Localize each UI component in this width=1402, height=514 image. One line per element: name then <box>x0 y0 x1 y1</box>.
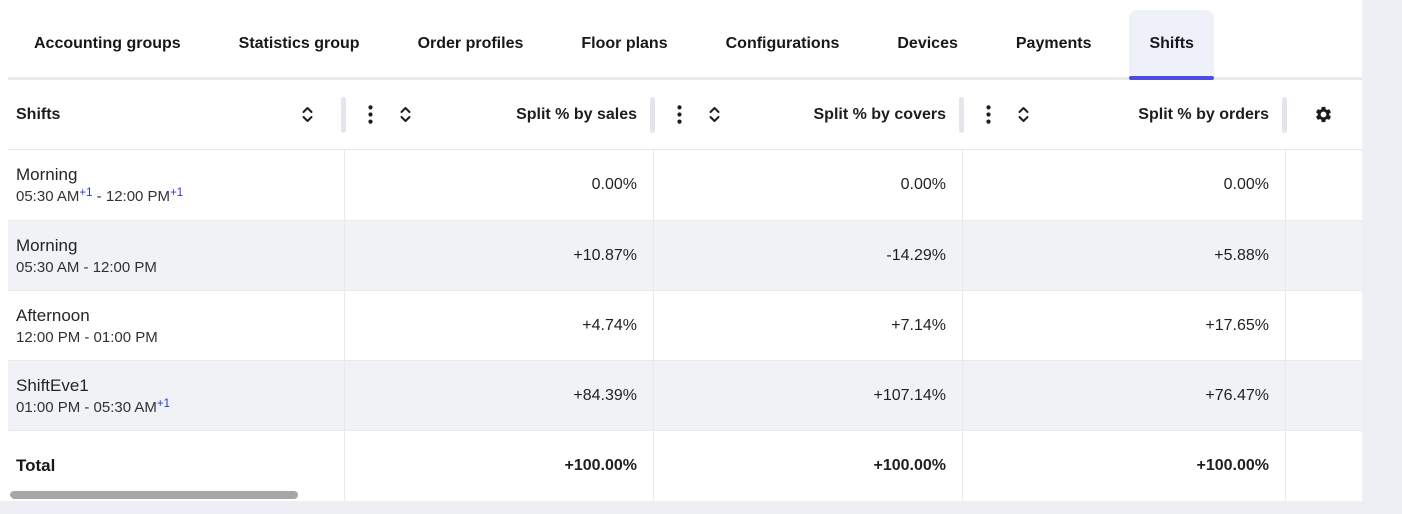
shift-cell: Morning 05:30 AM+1 - 12:00 PM+1 <box>8 150 344 220</box>
shift-time: 05:30 AM - 12:00 PM <box>16 258 157 276</box>
total-actions-cell <box>1285 431 1362 501</box>
tab-label: Shifts <box>1149 34 1194 52</box>
row-actions-cell <box>1285 150 1362 220</box>
shift-time: 05:30 AM+1 - 12:00 PM+1 <box>16 187 184 205</box>
horizontal-scrollbar-thumb[interactable] <box>10 491 298 499</box>
tab-label: Accounting groups <box>34 34 181 52</box>
column-header-orders-cell: Split % by orders <box>962 80 1285 149</box>
settings-tab-bar: Accounting groups Statistics group Order… <box>8 10 1362 80</box>
column-header-settings-cell <box>1285 80 1362 149</box>
column-header-covers: Split % by covers <box>813 105 947 123</box>
total-label-cell: Total <box>8 431 344 501</box>
total-covers-value: +100.00% <box>653 431 962 501</box>
tab-configurations[interactable]: Configurations <box>706 10 860 77</box>
tab-order-profiles[interactable]: Order profiles <box>398 10 544 77</box>
split-sales-value: +4.74% <box>344 291 653 360</box>
settings-gear-icon[interactable] <box>1314 105 1333 124</box>
column-header-covers-cell: Split % by covers <box>653 80 962 149</box>
shift-cell: Afternoon 12:00 PM - 01:00 PM <box>8 291 344 360</box>
table-body: Morning 05:30 AM+1 - 12:00 PM+1 0.00% 0.… <box>8 150 1362 430</box>
split-orders-value: 0.00% <box>962 150 1285 220</box>
row-actions-cell <box>1285 361 1362 430</box>
tab-label: Statistics group <box>238 34 360 52</box>
shifts-table: Shifts Split % by sales <box>8 80 1362 501</box>
split-covers-value: +107.14% <box>653 361 962 430</box>
shift-name: ShiftEve1 <box>16 375 89 395</box>
table-row: Morning 05:30 AM - 12:00 PM +10.87% -14.… <box>8 220 1362 290</box>
tab-label: Configurations <box>725 34 840 52</box>
tab-floor-plans[interactable]: Floor plans <box>561 10 687 77</box>
column-resize-handle[interactable] <box>650 97 655 133</box>
shift-name: Afternoon <box>16 305 90 325</box>
shift-cell: ShiftEve1 01:00 PM - 05:30 AM+1 <box>8 361 344 430</box>
sort-icon[interactable] <box>301 106 314 123</box>
split-orders-value: +76.47% <box>962 361 1285 430</box>
column-resize-handle[interactable] <box>341 97 346 133</box>
tab-label: Payments <box>1015 34 1092 52</box>
split-sales-value: +84.39% <box>344 361 653 430</box>
split-orders-value: +5.88% <box>962 221 1285 290</box>
total-orders-value: +100.00% <box>962 431 1285 501</box>
shift-name: Morning <box>16 235 78 255</box>
tab-shifts[interactable]: Shifts <box>1129 10 1215 80</box>
tab-payments[interactable]: Payments <box>996 10 1112 77</box>
tab-label: Floor plans <box>581 34 668 52</box>
page-background-right <box>1362 0 1402 514</box>
column-resize-handle[interactable] <box>959 97 964 133</box>
column-header-sales-cell: Split % by sales <box>344 80 653 149</box>
column-header-orders: Split % by orders <box>1138 105 1269 123</box>
column-header-shifts: Shifts <box>16 105 61 123</box>
row-actions-cell <box>1285 291 1362 360</box>
column-header-shifts-cell: Shifts <box>8 80 344 149</box>
column-menu-icon[interactable] <box>368 105 373 124</box>
page-background-bottom <box>0 501 1402 514</box>
tab-label: Devices <box>897 34 958 52</box>
table-total-row: Total +100.00% +100.00% +100.00% <box>8 430 1362 501</box>
total-sales-value: +100.00% <box>344 431 653 501</box>
tab-accounting-groups[interactable]: Accounting groups <box>14 10 201 77</box>
split-sales-value: 0.00% <box>344 150 653 220</box>
shift-time: 01:00 PM - 05:30 AM+1 <box>16 397 171 416</box>
row-actions-cell <box>1285 221 1362 290</box>
split-orders-value: +17.65% <box>962 291 1285 360</box>
split-covers-value: -14.29% <box>653 221 962 290</box>
split-covers-value: +7.14% <box>653 291 962 360</box>
tab-devices[interactable]: Devices <box>877 10 978 77</box>
tab-label: Order profiles <box>417 34 524 52</box>
sort-icon[interactable] <box>399 106 412 123</box>
column-resize-handle[interactable] <box>1282 97 1287 133</box>
split-covers-value: 0.00% <box>653 150 962 220</box>
split-sales-value: +10.87% <box>344 221 653 290</box>
column-menu-icon[interactable] <box>677 105 682 124</box>
total-label: Total <box>16 456 56 475</box>
sort-icon[interactable] <box>1017 106 1030 123</box>
sort-icon[interactable] <box>708 106 721 123</box>
table-row: ShiftEve1 01:00 PM - 05:30 AM+1 +84.39% … <box>8 360 1362 430</box>
table-header-row: Shifts Split % by sales <box>8 80 1362 150</box>
table-row: Morning 05:30 AM+1 - 12:00 PM+1 0.00% 0.… <box>8 150 1362 220</box>
shift-name: Morning <box>16 165 78 184</box>
column-menu-icon[interactable] <box>986 105 991 124</box>
shift-time: 12:00 PM - 01:00 PM <box>16 328 158 346</box>
table-row: Afternoon 12:00 PM - 01:00 PM +4.74% +7.… <box>8 290 1362 360</box>
column-header-sales: Split % by sales <box>516 105 637 123</box>
shift-cell: Morning 05:30 AM - 12:00 PM <box>8 221 344 290</box>
tab-statistics-group[interactable]: Statistics group <box>219 10 380 77</box>
